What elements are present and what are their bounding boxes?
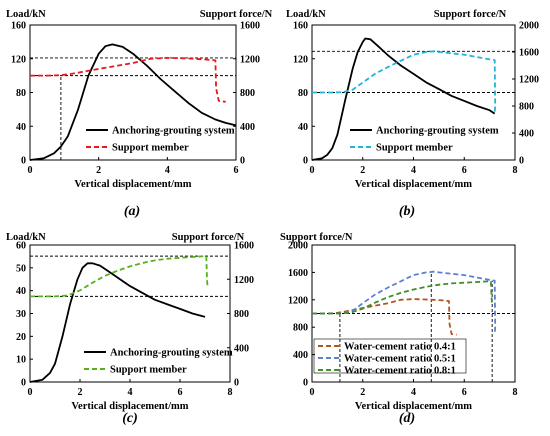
y-right-tick-label: 400 bbox=[519, 129, 534, 140]
legend-label: Water-cement ratio 0.5:1 bbox=[344, 354, 456, 365]
y-left-tick-label: 40 bbox=[16, 122, 26, 133]
y-left-tick-label: 10 bbox=[16, 355, 26, 366]
y-right-tick-label: 400 bbox=[240, 122, 255, 133]
legend-label: Anchoring-grouting system bbox=[112, 126, 235, 137]
x-tick-label: 8 bbox=[513, 387, 518, 398]
y-left-tick-label: 30 bbox=[16, 309, 26, 320]
x-axis-label: Vertical displacement/mm bbox=[71, 401, 188, 412]
legend-label: Support member bbox=[376, 143, 453, 154]
x-tick-label: 6 bbox=[178, 387, 183, 398]
y-left-tick-label: 40 bbox=[16, 286, 26, 297]
legend-label: Anchoring-grouting system bbox=[376, 126, 499, 137]
y-left-tick-label: 120 bbox=[293, 54, 308, 65]
panel-caption: (d) bbox=[399, 411, 415, 426]
x-tick-label: 4 bbox=[165, 165, 170, 176]
x-tick-label: 4 bbox=[411, 165, 416, 176]
y-left-tick-label: 0 bbox=[303, 156, 308, 167]
y-left-tick-label: 0 bbox=[303, 378, 308, 389]
y-right-tick-label: 1200 bbox=[234, 275, 254, 286]
y-right-tick-label: 1600 bbox=[234, 241, 254, 252]
y-right-axis-label: Support force/N bbox=[434, 9, 507, 20]
y-right-tick-label: 0 bbox=[519, 156, 524, 167]
y-right-tick-label: 1600 bbox=[240, 21, 260, 32]
y-right-tick-label: 400 bbox=[234, 343, 249, 354]
y-right-tick-label: 1200 bbox=[519, 75, 539, 86]
legend-label: Support member bbox=[110, 365, 187, 376]
y-left-tick-label: 400 bbox=[293, 350, 308, 361]
x-tick-label: 6 bbox=[462, 165, 467, 176]
y-right-tick-label: 1200 bbox=[240, 54, 260, 65]
legend-label: Support member bbox=[112, 143, 189, 154]
x-tick-label: 8 bbox=[513, 165, 518, 176]
y-right-tick-label: 800 bbox=[234, 309, 249, 320]
legend-label: Anchoring-grouting system bbox=[110, 348, 233, 359]
series-line-1 bbox=[312, 298, 457, 336]
x-tick-label: 0 bbox=[28, 387, 33, 398]
y-left-tick-label: 40 bbox=[298, 122, 308, 133]
series-line-2 bbox=[30, 57, 226, 103]
y-right-tick-label: 1600 bbox=[519, 48, 539, 59]
legend-label: Water-cement ratio 0.4:1 bbox=[344, 342, 456, 353]
y-right-axis-label: Support force/N bbox=[172, 232, 245, 243]
x-tick-label: 4 bbox=[411, 387, 416, 398]
y-left-tick-label: 160 bbox=[11, 21, 26, 32]
y-right-axis-label: Support force/N bbox=[200, 9, 273, 20]
series-line-2 bbox=[312, 50, 497, 113]
x-tick-label: 2 bbox=[360, 165, 365, 176]
x-axis-label: Vertical displacement/mm bbox=[355, 401, 472, 412]
y-right-tick-label: 800 bbox=[519, 102, 534, 113]
y-right-tick-label: 0 bbox=[234, 378, 239, 389]
x-axis-label: Vertical displacement/mm bbox=[74, 179, 191, 190]
series-line-1 bbox=[311, 37, 496, 161]
y-left-tick-label: 0 bbox=[21, 156, 26, 167]
y-left-tick-label: 80 bbox=[298, 88, 308, 99]
chart-panel-3: 0 10 20 30 40 50 60 0 400 800 1200 1600 0 2 4 6 8 Vertica… bbox=[6, 232, 254, 426]
y-left-tick-label: 2000 bbox=[288, 241, 308, 252]
y-left-tick-label: 120 bbox=[11, 54, 26, 65]
y-left-tick-label: 1600 bbox=[288, 268, 308, 279]
legend-box bbox=[313, 338, 467, 374]
x-tick-label: 6 bbox=[234, 165, 239, 176]
y-right-tick-label: 2000 bbox=[519, 21, 539, 32]
panel-caption: (a) bbox=[124, 204, 140, 219]
y-left-tick-label: 1200 bbox=[288, 295, 308, 306]
y-left-axis-label: Load/kN bbox=[6, 232, 46, 243]
y-right-tick-label: 800 bbox=[240, 88, 255, 99]
y-right-tick-label: 0 bbox=[240, 156, 245, 167]
y-left-tick-label: 50 bbox=[16, 263, 26, 274]
panel-caption: (b) bbox=[399, 204, 415, 219]
x-tick-label: 4 bbox=[128, 387, 133, 398]
series-line-1 bbox=[29, 262, 206, 383]
series-line-2 bbox=[30, 255, 209, 298]
y-left-tick-label: 160 bbox=[293, 21, 308, 32]
y-left-tick-label: 20 bbox=[16, 332, 26, 343]
y-left-tick-label: 800 bbox=[293, 323, 308, 334]
series-line-3 bbox=[312, 280, 494, 315]
x-tick-label: 2 bbox=[96, 165, 101, 176]
x-tick-label: 8 bbox=[228, 387, 233, 398]
y-left-axis-label: Load/kN bbox=[6, 9, 46, 20]
legend-label: Water-cement ratio 0.8:1 bbox=[344, 366, 456, 377]
y-left-axis-label: Load/kN bbox=[286, 9, 326, 20]
panel-caption: (c) bbox=[122, 411, 138, 426]
x-axis-label: Vertical displacement/mm bbox=[355, 179, 472, 190]
x-tick-label: 0 bbox=[310, 387, 315, 398]
x-tick-label: 2 bbox=[360, 387, 365, 398]
chart-panel-4: 0 400 800 1200 1600 2000 0 2 4 6 8 Vertical displac… bbox=[280, 232, 518, 426]
x-tick-label: 6 bbox=[462, 387, 467, 398]
series-line-1 bbox=[29, 43, 237, 161]
x-tick-label: 0 bbox=[28, 165, 33, 176]
y-left-axis-label: Support force/N bbox=[280, 232, 353, 243]
y-left-tick-label: 60 bbox=[16, 241, 26, 252]
y-left-tick-label: 80 bbox=[16, 88, 26, 99]
x-tick-label: 0 bbox=[310, 165, 315, 176]
y-left-tick-label: 0 bbox=[21, 378, 26, 389]
x-tick-label: 2 bbox=[78, 387, 83, 398]
